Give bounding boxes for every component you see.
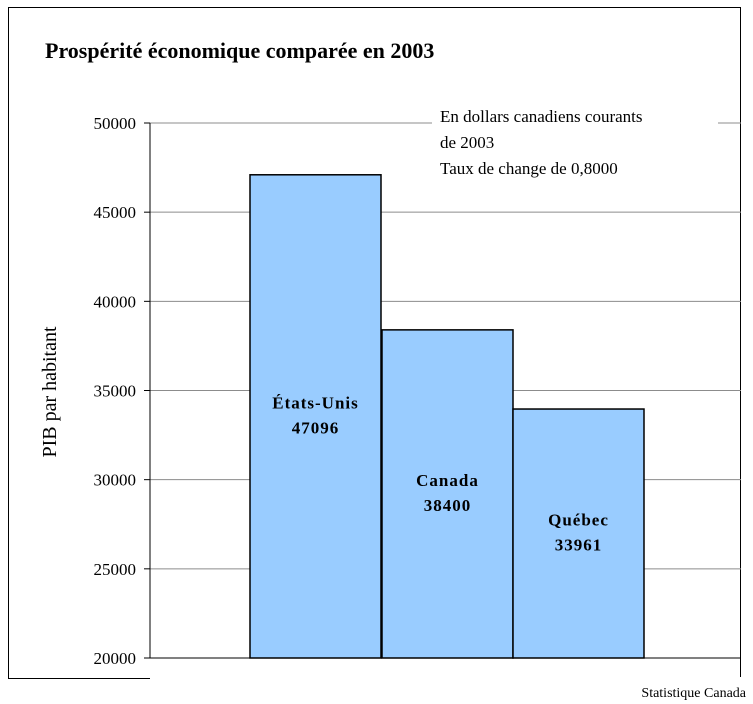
frame-gap	[150, 677, 741, 681]
bar-category-label: États-Unis	[272, 393, 359, 412]
y-tick-label: 30000	[94, 471, 137, 490]
bar-category-label: Canada	[416, 471, 479, 490]
annotation: En dollars canadiens courants de 2003 Taux…	[432, 104, 718, 194]
bar-1	[249, 174, 382, 659]
y-tick-label: 20000	[94, 649, 137, 668]
bar-labels: États-Unis 47096 Canada 38400 Québec 33961	[272, 393, 609, 555]
y-axis-label: PIB par habitant	[39, 326, 61, 458]
y-tick-label: 25000	[94, 560, 137, 579]
y-tick-labels: 50000 45000 40000 35000 30000 25000 20000	[94, 114, 137, 668]
y-tick-label: 40000	[94, 292, 137, 311]
data-label: 47096	[292, 418, 340, 437]
annotation-line: En dollars canadiens courants	[440, 107, 643, 126]
chart-title: Prospérité économique comparée en 2003	[45, 38, 435, 63]
bar-3	[512, 408, 645, 659]
y-tick-label: 45000	[94, 203, 137, 222]
bar-category-label: Québec	[548, 511, 609, 530]
data-label: 33961	[555, 536, 603, 555]
bar-2	[381, 329, 514, 659]
bars	[249, 174, 645, 659]
annotation-line: de 2003	[440, 133, 494, 152]
y-tick-label: 50000	[94, 114, 137, 133]
y-tick-label: 35000	[94, 382, 137, 401]
annotation-line: Taux de change de 0,8000	[440, 159, 618, 178]
annotation-background	[432, 104, 718, 194]
source-label: Statistique Canada	[641, 686, 746, 701]
data-label: 38400	[424, 496, 472, 515]
axes	[144, 122, 741, 681]
